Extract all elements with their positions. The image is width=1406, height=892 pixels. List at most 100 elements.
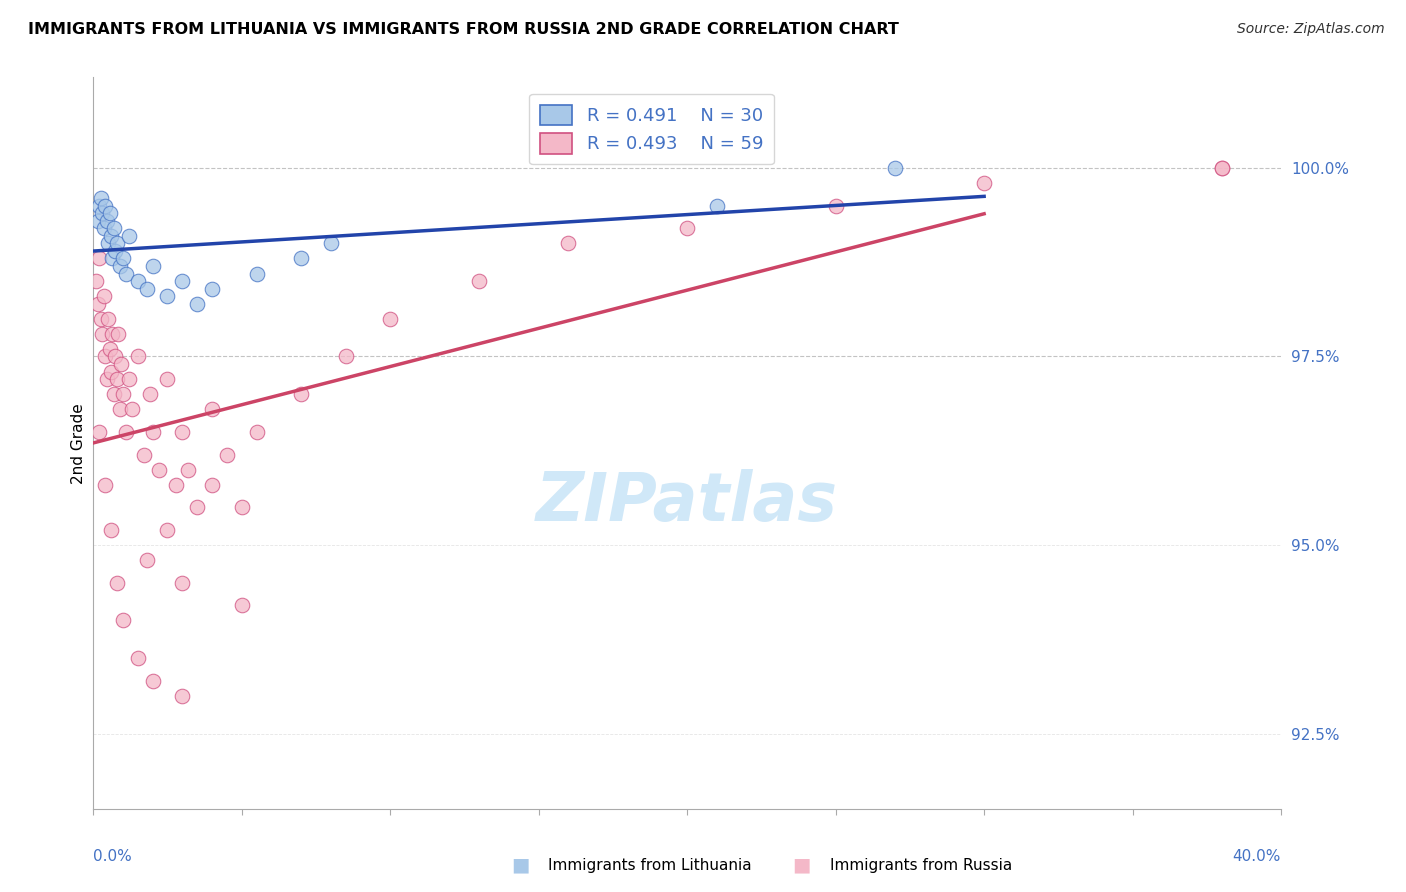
Point: [142, 425, 165, 439]
Legend: R = 0.491    N = 30, R = 0.493    N = 59: R = 0.491 N = 30, R = 0.493 N = 59: [529, 94, 775, 164]
Point: [245, 267, 267, 281]
Point: [824, 199, 846, 213]
Point: [142, 673, 165, 688]
Point: [84, 274, 107, 288]
Point: [93, 289, 115, 303]
Point: [118, 228, 141, 243]
Point: [93, 221, 115, 235]
Point: [103, 387, 125, 401]
Point: [231, 500, 253, 515]
Point: [104, 244, 127, 258]
Point: [100, 523, 122, 537]
Point: [1211, 161, 1233, 175]
Point: [172, 689, 194, 703]
Point: [706, 199, 728, 213]
Point: [186, 296, 208, 310]
Point: [101, 326, 124, 341]
Point: [104, 350, 127, 364]
Point: [201, 282, 224, 296]
Point: [105, 236, 128, 251]
Point: [118, 372, 141, 386]
Point: [100, 365, 122, 379]
Point: [135, 282, 157, 296]
Point: [97, 311, 120, 326]
Point: [94, 199, 117, 213]
Point: [319, 236, 342, 251]
Point: [245, 425, 267, 439]
Point: [215, 448, 238, 462]
Point: [127, 350, 149, 364]
Point: [127, 651, 149, 665]
Point: [135, 553, 157, 567]
Point: [165, 477, 187, 491]
Point: [138, 387, 160, 401]
Point: [290, 252, 312, 266]
Text: Immigrants from Russia: Immigrants from Russia: [830, 858, 1012, 872]
Point: [172, 274, 194, 288]
Point: [186, 500, 208, 515]
Point: [172, 575, 194, 590]
Point: [115, 267, 138, 281]
Point: [177, 462, 200, 476]
Point: [90, 191, 112, 205]
Point: [132, 448, 155, 462]
Point: [94, 477, 117, 491]
Point: [172, 425, 194, 439]
Text: IMMIGRANTS FROM LITHUANIA VS IMMIGRANTS FROM RUSSIA 2ND GRADE CORRELATION CHART: IMMIGRANTS FROM LITHUANIA VS IMMIGRANTS …: [28, 22, 898, 37]
Text: ■: ■: [792, 855, 811, 875]
Point: [142, 259, 165, 273]
Point: [91, 206, 114, 220]
Point: [90, 311, 112, 326]
Point: [111, 387, 134, 401]
Point: [111, 252, 134, 266]
Point: [884, 161, 907, 175]
Point: [290, 387, 312, 401]
Point: [96, 213, 118, 227]
Text: 0.0%: 0.0%: [93, 849, 132, 863]
Point: [201, 477, 224, 491]
Y-axis label: 2nd Grade: 2nd Grade: [72, 403, 86, 483]
Point: [973, 176, 995, 190]
Point: [108, 402, 131, 417]
Point: [86, 296, 108, 310]
Point: [105, 372, 128, 386]
Point: [1211, 161, 1233, 175]
Text: ZIPatlas: ZIPatlas: [536, 469, 838, 534]
Point: [96, 372, 118, 386]
Point: [201, 402, 224, 417]
Point: [108, 259, 131, 273]
Point: [335, 350, 357, 364]
Point: [89, 252, 111, 266]
Point: [89, 425, 111, 439]
Point: [557, 236, 579, 251]
Point: [91, 326, 114, 341]
Text: 40.0%: 40.0%: [1233, 849, 1281, 863]
Point: [127, 274, 149, 288]
Point: [101, 252, 124, 266]
Point: [156, 372, 179, 386]
Point: [121, 402, 143, 417]
Point: [89, 199, 111, 213]
Point: [115, 425, 138, 439]
Point: [105, 575, 128, 590]
Point: [148, 462, 170, 476]
Point: [378, 311, 401, 326]
Point: [86, 213, 108, 227]
Point: [156, 523, 179, 537]
Point: [468, 274, 491, 288]
Text: Source: ZipAtlas.com: Source: ZipAtlas.com: [1237, 22, 1385, 37]
Point: [676, 221, 699, 235]
Point: [98, 342, 121, 356]
Point: [97, 236, 120, 251]
Point: [111, 614, 134, 628]
Point: [156, 289, 179, 303]
Point: [103, 221, 125, 235]
Point: [100, 228, 122, 243]
Point: [94, 350, 117, 364]
Point: [107, 326, 129, 341]
Point: [98, 206, 121, 220]
Point: [110, 357, 132, 371]
Text: ■: ■: [510, 855, 530, 875]
Point: [231, 599, 253, 613]
Text: Immigrants from Lithuania: Immigrants from Lithuania: [548, 858, 752, 872]
